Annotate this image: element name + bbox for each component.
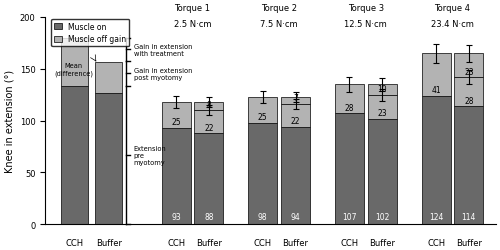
Text: 2.5 N·cm: 2.5 N·cm (174, 20, 212, 29)
Bar (248, 98, 278, 123)
Text: 88: 88 (204, 212, 214, 221)
Text: 12.5 N·cm: 12.5 N·cm (344, 20, 387, 29)
Text: 22: 22 (204, 123, 214, 132)
Bar (194, 102, 224, 111)
Text: Mean
(difference): Mean (difference) (54, 63, 94, 76)
Bar (422, 54, 450, 96)
Text: Torque 1: Torque 1 (174, 4, 210, 13)
Text: 8: 8 (206, 100, 212, 109)
Bar (335, 85, 364, 114)
Bar (194, 134, 224, 224)
Bar (454, 54, 484, 78)
Bar (248, 123, 278, 224)
Text: Buffer: Buffer (96, 238, 122, 247)
Text: 7.5 N·cm: 7.5 N·cm (260, 20, 298, 29)
Text: 102: 102 (375, 212, 390, 221)
Text: 23: 23 (464, 67, 473, 76)
Text: 41: 41 (432, 86, 441, 95)
Text: 94: 94 (290, 212, 300, 221)
Text: CCH: CCH (427, 238, 445, 247)
Text: Gain in extension
with treatment: Gain in extension with treatment (134, 44, 192, 57)
Text: 114: 114 (462, 212, 476, 221)
Bar (368, 95, 396, 119)
Bar (281, 127, 310, 224)
Text: 23.4 N·cm: 23.4 N·cm (431, 20, 474, 29)
Text: Torque 2: Torque 2 (261, 4, 297, 13)
Legend: Muscle on, Muscle off gain: Muscle on, Muscle off gain (51, 20, 129, 47)
Text: Torque 3: Torque 3 (348, 4, 384, 13)
Bar (368, 85, 396, 95)
Text: 10: 10 (378, 85, 387, 94)
Text: 7: 7 (293, 94, 298, 103)
Text: Buffer: Buffer (282, 238, 308, 247)
Y-axis label: Knee in extension (°): Knee in extension (°) (4, 70, 14, 172)
Bar (96, 62, 122, 93)
Bar (96, 93, 122, 224)
Text: 25: 25 (258, 113, 268, 122)
Text: CCH: CCH (65, 238, 83, 247)
Text: Buffer: Buffer (456, 238, 482, 247)
Text: 107: 107 (342, 212, 356, 221)
Bar (454, 78, 484, 107)
Text: 25: 25 (172, 118, 181, 127)
Text: Extension
pre
myotomy: Extension pre myotomy (134, 146, 166, 166)
Text: 98: 98 (258, 212, 268, 221)
Bar (162, 102, 190, 128)
Bar (281, 98, 310, 105)
Text: CCH: CCH (340, 238, 358, 247)
Bar (454, 107, 484, 224)
Bar (60, 87, 88, 224)
Bar (194, 111, 224, 134)
Text: Buffer: Buffer (369, 238, 395, 247)
Text: 124: 124 (429, 212, 444, 221)
Bar (60, 38, 88, 87)
Text: CCH: CCH (254, 238, 272, 247)
Text: Torque 4: Torque 4 (434, 4, 470, 13)
Text: Buffer: Buffer (196, 238, 222, 247)
Bar (368, 119, 396, 224)
Text: 28: 28 (344, 104, 354, 112)
Text: CCH: CCH (167, 238, 185, 247)
Text: 28: 28 (464, 96, 473, 105)
Bar (422, 96, 450, 224)
Bar (162, 128, 190, 224)
Text: 23: 23 (378, 108, 387, 118)
Text: 93: 93 (172, 212, 181, 221)
Bar (281, 105, 310, 127)
Text: Gain in extension
post myotomy: Gain in extension post myotomy (134, 68, 192, 81)
Bar (335, 114, 364, 224)
Text: 22: 22 (291, 117, 300, 126)
